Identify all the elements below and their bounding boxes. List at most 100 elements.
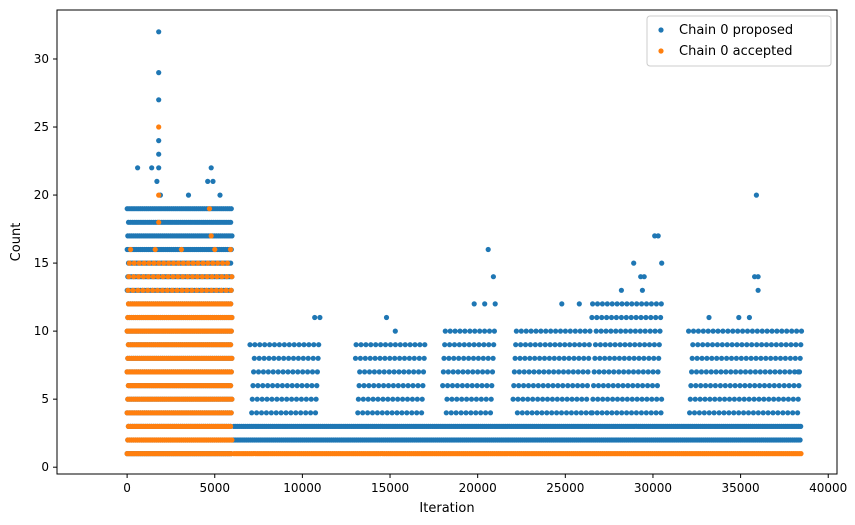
proposed-point	[419, 396, 425, 402]
accepted-point	[145, 287, 151, 293]
proposed-point	[797, 355, 803, 361]
accepted-point	[228, 423, 234, 429]
proposed-point	[532, 342, 538, 348]
proposed-point	[632, 328, 639, 334]
proposed-point	[699, 355, 705, 361]
x-tick-label: 0	[123, 481, 131, 495]
proposed-point	[555, 383, 561, 389]
accepted-point	[185, 274, 191, 280]
proposed-point	[747, 383, 753, 389]
proposed-point	[594, 410, 600, 416]
proposed-point	[614, 396, 621, 402]
proposed-point	[296, 342, 302, 348]
proposed-point	[481, 342, 487, 348]
proposed-point	[488, 396, 494, 402]
proposed-point	[556, 355, 562, 361]
accepted-point	[145, 274, 151, 280]
proposed-point	[704, 355, 710, 361]
proposed-point	[365, 396, 371, 402]
proposed-point	[576, 355, 582, 361]
proposed-point	[357, 369, 363, 375]
proposed-point	[646, 342, 653, 348]
accepted-point	[219, 274, 225, 280]
proposed-point	[537, 355, 543, 361]
proposed-point	[406, 355, 412, 361]
proposed-point	[634, 301, 640, 307]
proposed-point	[448, 410, 454, 416]
proposed-point	[748, 355, 754, 361]
proposed-point	[581, 355, 587, 361]
proposed-point	[217, 192, 223, 198]
proposed-point	[407, 342, 413, 348]
proposed-point	[735, 328, 741, 334]
proposed-point	[483, 410, 489, 416]
proposed-point	[454, 396, 460, 402]
proposed-point	[607, 355, 613, 361]
proposed-point	[522, 355, 528, 361]
proposed-point	[721, 410, 727, 416]
proposed-point	[390, 396, 396, 402]
accepted-point	[169, 287, 175, 293]
proposed-point	[757, 383, 763, 389]
proposed-point	[405, 383, 411, 389]
proposed-point	[687, 410, 693, 416]
proposed-point	[755, 410, 761, 416]
proposed-point	[455, 369, 461, 375]
proposed-point	[767, 369, 773, 375]
proposed-point	[298, 396, 304, 402]
proposed-point	[524, 410, 530, 416]
proposed-point	[558, 410, 565, 416]
proposed-point	[720, 328, 726, 334]
proposed-point	[733, 369, 739, 375]
proposed-point	[705, 328, 711, 334]
proposed-point	[589, 410, 595, 416]
proposed-point	[409, 410, 415, 416]
proposed-point	[794, 328, 800, 334]
accepted-point	[229, 437, 235, 443]
accepted-point	[229, 396, 235, 402]
proposed-point	[300, 355, 306, 361]
legend: Chain 0 proposed Chain 0 accepted	[646, 15, 832, 67]
proposed-point	[465, 369, 471, 375]
proposed-point	[657, 328, 663, 334]
proposed-point	[385, 396, 391, 402]
proposed-point	[543, 328, 549, 334]
x-axis-label: Iteration	[419, 501, 474, 516]
accepted-point	[152, 246, 158, 253]
proposed-point	[761, 383, 768, 389]
proposed-point	[624, 301, 630, 307]
proposed-point	[754, 342, 760, 348]
proposed-point	[518, 342, 524, 348]
proposed-point	[717, 396, 723, 402]
proposed-point	[396, 369, 402, 375]
proposed-point	[784, 328, 790, 334]
proposed-point	[406, 369, 412, 375]
proposed-point	[420, 383, 426, 389]
proposed-point	[457, 328, 463, 334]
proposed-point	[257, 342, 263, 348]
proposed-point	[775, 410, 781, 416]
proposed-point	[530, 383, 537, 389]
proposed-point	[312, 314, 318, 321]
proposed-point	[631, 355, 637, 361]
proposed-point	[270, 369, 276, 375]
proposed-point	[778, 342, 784, 348]
accepted-point	[184, 287, 190, 293]
accepted-point	[213, 287, 219, 293]
proposed-point	[451, 342, 458, 348]
proposed-point	[755, 274, 761, 280]
proposed-point	[442, 342, 448, 348]
proposed-point	[758, 355, 764, 361]
proposed-point	[628, 314, 634, 321]
proposed-point	[315, 355, 321, 361]
proposed-point	[633, 314, 639, 321]
proposed-point	[156, 165, 162, 171]
proposed-point	[717, 383, 724, 389]
proposed-point	[791, 383, 797, 389]
proposed-point	[750, 410, 757, 416]
proposed-point	[397, 355, 403, 361]
proposed-point	[797, 437, 803, 443]
proposed-point	[751, 396, 757, 402]
proposed-point	[301, 342, 307, 348]
proposed-point	[752, 383, 758, 389]
